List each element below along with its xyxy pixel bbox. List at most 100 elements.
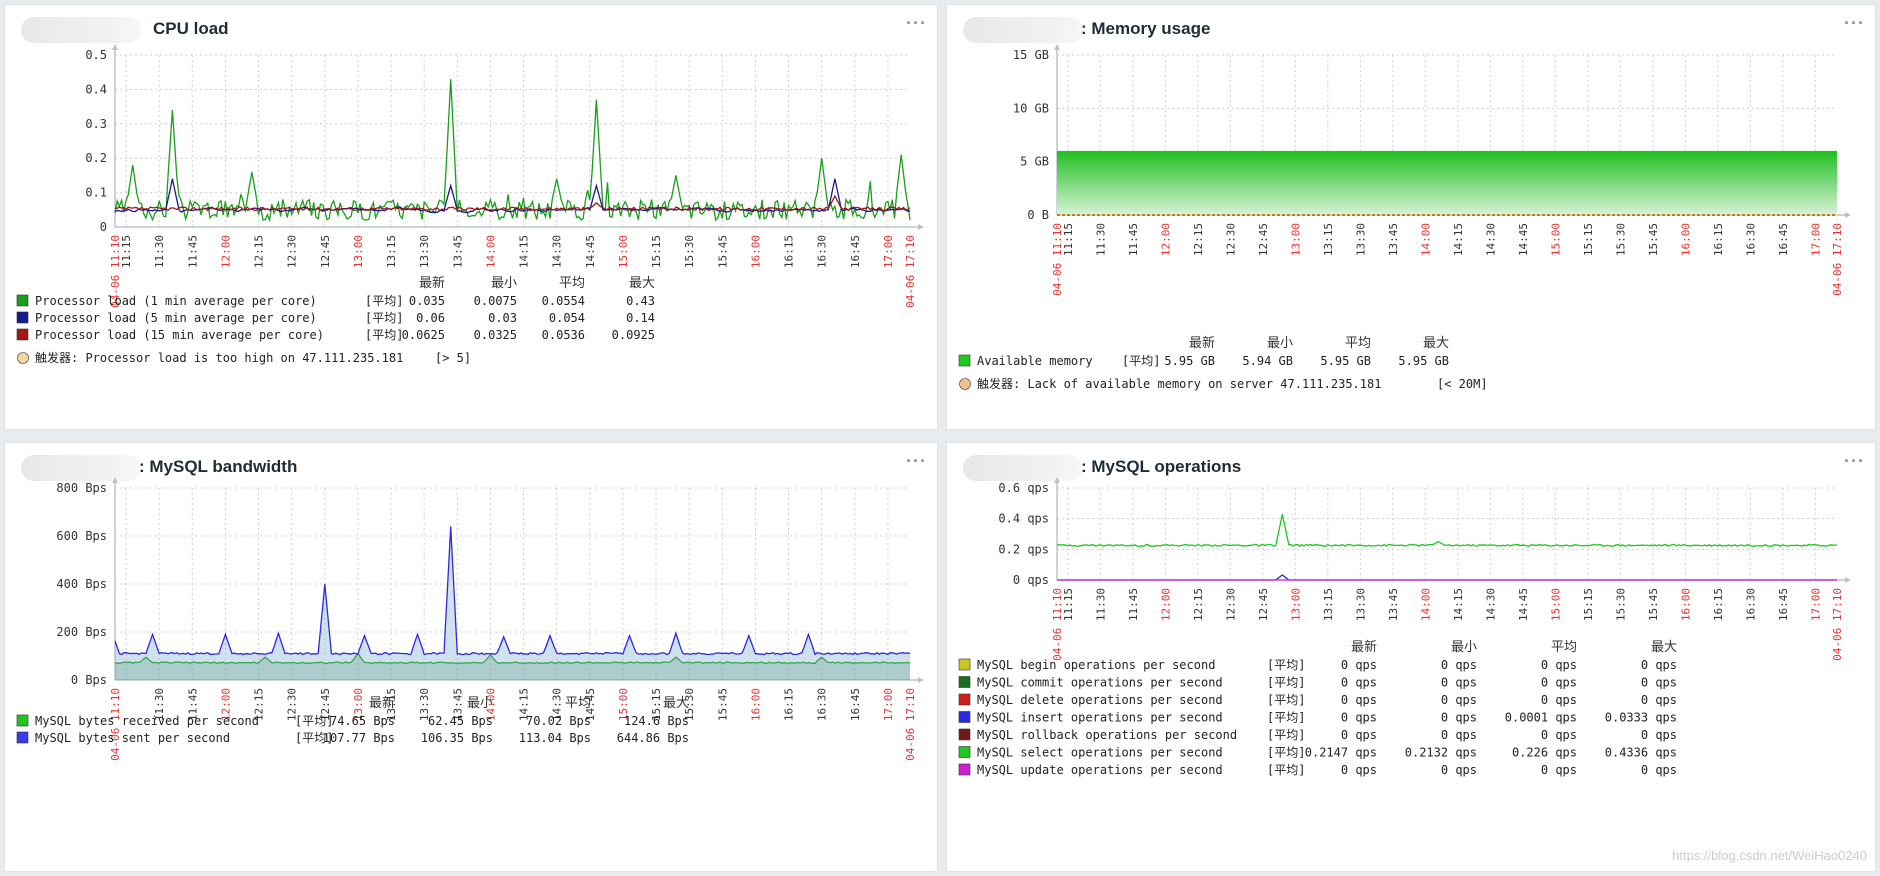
legend-value: 0 qps xyxy=(1541,693,1577,707)
legend-column-header: 最小 xyxy=(1451,640,1477,655)
legend-value: 0.0075 xyxy=(474,294,517,308)
y-axis-arrow xyxy=(112,44,118,50)
legend-function: [平均] xyxy=(365,328,403,342)
legend-value: 0 qps xyxy=(1441,676,1477,690)
x-tick-label: 04-06 11:10 xyxy=(109,235,122,308)
series-line xyxy=(114,79,911,223)
series-area-fill xyxy=(115,526,910,680)
x-tick-label: 17:00 xyxy=(1809,588,1822,621)
legend-column-header: 平均 xyxy=(565,696,591,711)
x-tick-label: 12:00 xyxy=(1159,588,1172,621)
x-tick-label: 13:30 xyxy=(1354,223,1367,256)
y-axis-arrow xyxy=(1054,477,1060,483)
legend-value: 62.45 Bps xyxy=(428,714,493,728)
x-tick-label: 16:45 xyxy=(1777,588,1790,621)
widget-menu-icon[interactable]: ··· xyxy=(1844,451,1865,471)
legend-value: 113.04 Bps xyxy=(519,731,591,745)
legend-value: 0 qps xyxy=(1341,711,1377,725)
legend-column-header: 最小 xyxy=(467,696,493,711)
x-tick-label: 04-06 17:10 xyxy=(904,688,917,761)
x-tick-label: 16:15 xyxy=(783,235,796,268)
x-tick-label: 14:15 xyxy=(518,235,531,268)
legend-value: 0.054 xyxy=(549,311,585,325)
legend-color-swatch xyxy=(16,714,29,727)
x-tick-label: 12:00 xyxy=(1159,223,1172,256)
x-axis-arrow xyxy=(1845,577,1851,583)
x-tick-label: 14:45 xyxy=(584,235,597,268)
legend-series-name: MySQL select operations per second xyxy=(977,746,1223,760)
x-axis-arrow xyxy=(1845,212,1851,218)
y-tick-label: 0 xyxy=(100,220,107,234)
legend-value: 0.0325 xyxy=(474,328,517,342)
x-tick-label: 12:30 xyxy=(286,688,299,721)
legend-series-name: MySQL update operations per second xyxy=(977,763,1223,777)
x-tick-label: 11:30 xyxy=(153,688,166,721)
x-tick-label: 14:45 xyxy=(1517,588,1530,621)
legend-function: [平均] xyxy=(365,294,403,308)
legend-value: 0 qps xyxy=(1341,676,1377,690)
legend-value: 0.226 qps xyxy=(1512,746,1577,760)
x-tick-label: 15:45 xyxy=(716,688,729,721)
x-tick-label: 11:45 xyxy=(1127,588,1140,621)
series-area-fill xyxy=(1057,151,1837,215)
legend-value: 70.02 Bps xyxy=(526,714,591,728)
series-line xyxy=(114,526,911,656)
x-tick-label: 15:00 xyxy=(617,688,630,721)
legend-value: 0.0333 qps xyxy=(1605,711,1677,725)
legend-series-name: MySQL insert operations per second xyxy=(977,711,1223,725)
x-tick-label: 16:45 xyxy=(1777,223,1790,256)
y-tick-label: 200 Bps xyxy=(56,625,107,639)
x-tick-label: 12:15 xyxy=(1192,588,1205,621)
x-axis-arrow xyxy=(918,224,924,230)
legend-color-swatch xyxy=(958,746,971,758)
series-line xyxy=(1056,513,1837,548)
legend-color-swatch xyxy=(958,711,971,723)
x-tick-label: 15:30 xyxy=(683,688,696,721)
legend-color-swatch xyxy=(16,731,29,744)
widget-title: : Memory usage xyxy=(1081,19,1211,38)
x-tick-label: 16:45 xyxy=(849,235,862,268)
legend-value: 0 qps xyxy=(1441,763,1477,777)
legend-column-header: 最大 xyxy=(663,696,689,711)
widget-menu-icon[interactable]: ··· xyxy=(906,13,927,33)
x-axis-arrow xyxy=(918,677,924,683)
x-tick-label: 04-06 11:10 xyxy=(1051,588,1064,661)
legend-series-name: MySQL bytes received per second xyxy=(35,714,259,728)
widget-mysql-operations: : MySQL operations ··· 0 qps 0.2 qps 0.4 q… xyxy=(946,442,1876,872)
x-tick-label: 15:00 xyxy=(1549,223,1562,256)
widget-menu-icon[interactable]: ··· xyxy=(1844,13,1865,33)
x-tick-label: 17:00 xyxy=(882,688,895,721)
legend-series-name: MySQL bytes sent per second xyxy=(35,731,230,745)
legend-value: 0 qps xyxy=(1641,763,1677,777)
redacted-host-name xyxy=(21,17,141,43)
legend-column-header: 最大 xyxy=(1651,640,1677,655)
x-tick-label: 11:45 xyxy=(186,235,199,268)
legend-color-swatch xyxy=(958,354,971,367)
x-tick-label: 15:30 xyxy=(683,235,696,268)
legend-value: 0.2147 qps xyxy=(1305,746,1377,760)
x-tick-label: 13:00 xyxy=(1289,588,1302,621)
x-tick-label: 04-06 17:10 xyxy=(904,235,917,308)
legend-function: [平均] xyxy=(295,714,333,728)
x-tick-label: 14:30 xyxy=(551,235,564,268)
x-tick-label: 11:30 xyxy=(1094,588,1107,621)
x-tick-label: 04-06 17:10 xyxy=(1831,588,1844,661)
redacted-host-name xyxy=(21,455,141,481)
legend-column-header: 最小 xyxy=(491,276,517,291)
widget-menu-icon[interactable]: ··· xyxy=(906,451,927,471)
x-tick-label: 16:30 xyxy=(816,688,829,721)
mysql-bandwidth-chart: 0 Bps 200 Bps 400 Bps 600 Bps 800 Bps 04-06 1… xyxy=(16,477,924,761)
series-line xyxy=(114,652,911,665)
x-tick-label: 15:45 xyxy=(716,235,729,268)
x-tick-label: 12:00 xyxy=(219,688,232,721)
legend-value: 0 qps xyxy=(1341,728,1377,742)
x-tick-label: 12:15 xyxy=(253,688,266,721)
legend-value: 0 qps xyxy=(1441,658,1477,672)
x-tick-label: 15:45 xyxy=(1647,223,1660,256)
x-tick-label: 15:15 xyxy=(1582,223,1595,256)
x-tick-label: 12:15 xyxy=(253,235,266,268)
legend-function: [平均] xyxy=(1267,763,1305,777)
x-tick-label: 14:00 xyxy=(1419,223,1432,256)
widget-title: : MySQL bandwidth xyxy=(139,457,298,476)
